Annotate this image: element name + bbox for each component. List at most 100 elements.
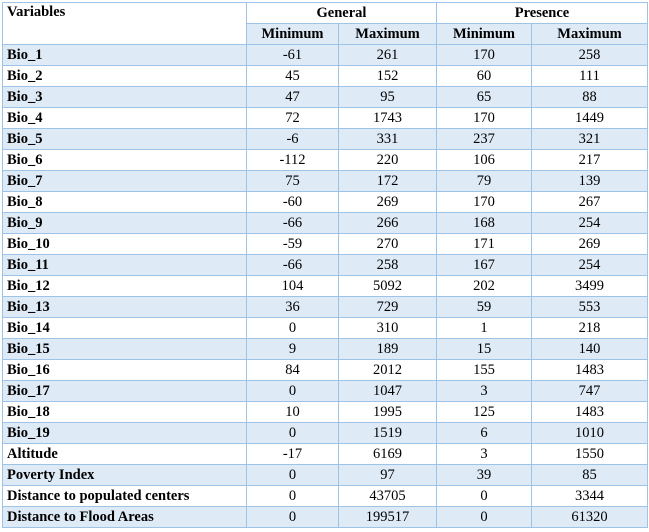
presence-maximum-cell: 1010 xyxy=(530,422,649,444)
general-maximum-cell: 2012 xyxy=(338,359,437,381)
presence-minimum-cell: 171 xyxy=(436,233,532,255)
presence-minimum-cell: 170 xyxy=(436,191,532,213)
row-label: Bio_16 xyxy=(2,359,247,381)
presence-maximum-cell: 1483 xyxy=(530,359,649,381)
presence-maximum-cell: 111 xyxy=(530,65,649,87)
presence-maximum-cell: 254 xyxy=(530,254,649,276)
row-label: Bio_2 xyxy=(2,65,247,87)
row-label: Bio_10 xyxy=(2,233,247,255)
general-minimum-cell: -66 xyxy=(246,212,339,234)
table-row: Bio_16 84 2012 155 1483 xyxy=(2,359,649,381)
presence-minimum-cell: 170 xyxy=(436,107,532,129)
general-maximum-cell: 199517 xyxy=(338,506,437,528)
presence-minimum-cell: 125 xyxy=(436,401,532,423)
general-minimum-cell: 104 xyxy=(246,275,339,297)
table-row: Altitude -17 6169 3 1550 xyxy=(2,443,649,465)
general-maximum-cell: 172 xyxy=(338,170,437,192)
table-row: Distance to populated centers 0 43705 0 3344 xyxy=(2,485,649,507)
presence-maximum-cell: 3344 xyxy=(530,485,649,507)
presence-maximum-cell: 218 xyxy=(530,317,649,339)
sub-header-general-maximum: Maximum xyxy=(338,23,437,45)
presence-maximum-cell: 747 xyxy=(530,380,649,402)
sub-header-presence-minimum: Minimum xyxy=(436,23,532,45)
presence-maximum-cell: 269 xyxy=(530,233,649,255)
general-minimum-cell: 9 xyxy=(246,338,339,360)
general-maximum-cell: 310 xyxy=(338,317,437,339)
presence-minimum-cell: 0 xyxy=(436,485,532,507)
row-label: Bio_1 xyxy=(2,44,247,66)
table-row: Bio_9 -66 266 168 254 xyxy=(2,212,649,234)
presence-minimum-cell: 39 xyxy=(436,464,532,486)
general-maximum-cell: 1995 xyxy=(338,401,437,423)
general-minimum-cell: 0 xyxy=(246,506,339,528)
table-row: Bio_17 0 1047 3 747 xyxy=(2,380,649,402)
general-minimum-cell: 0 xyxy=(246,485,339,507)
general-maximum-cell: 97 xyxy=(338,464,437,486)
group-header-presence: Presence xyxy=(435,2,649,24)
presence-minimum-cell: 60 xyxy=(436,65,532,87)
presence-minimum-cell: 168 xyxy=(436,212,532,234)
general-maximum-cell: 258 xyxy=(338,254,437,276)
row-label: Bio_5 xyxy=(2,128,247,150)
general-minimum-cell: 75 xyxy=(246,170,339,192)
table-row: Bio_5 -6 331 237 321 xyxy=(2,128,649,150)
general-minimum-cell: 45 xyxy=(246,65,339,87)
row-label: Bio_4 xyxy=(2,107,247,129)
table-row: Bio_8 -60 269 170 267 xyxy=(2,191,649,213)
row-label: Bio_17 xyxy=(2,380,247,402)
row-label: Bio_11 xyxy=(2,254,247,276)
presence-minimum-cell: 1 xyxy=(436,317,532,339)
row-label: Bio_13 xyxy=(2,296,247,318)
general-minimum-cell: -60 xyxy=(246,191,339,213)
row-label: Bio_8 xyxy=(2,191,247,213)
general-minimum-cell: -61 xyxy=(246,44,339,66)
presence-maximum-cell: 88 xyxy=(530,86,649,108)
general-maximum-cell: 269 xyxy=(338,191,437,213)
group-header-general: General xyxy=(246,2,437,24)
table-row: Bio_18 10 1995 125 1483 xyxy=(2,401,649,423)
general-maximum-cell: 5092 xyxy=(338,275,437,297)
general-maximum-cell: 95 xyxy=(338,86,437,108)
general-minimum-cell: 47 xyxy=(246,86,339,108)
table-row: Bio_13 36 729 59 553 xyxy=(2,296,649,318)
table-row: Bio_14 0 310 1 218 xyxy=(2,317,649,339)
presence-minimum-cell: 106 xyxy=(436,149,532,171)
presence-minimum-cell: 59 xyxy=(436,296,532,318)
row-label: Poverty Index xyxy=(2,464,247,486)
presence-maximum-cell: 217 xyxy=(530,149,649,171)
presence-maximum-cell: 61320 xyxy=(530,506,649,528)
general-minimum-cell: -6 xyxy=(246,128,339,150)
table-row: Bio_7 75 172 79 139 xyxy=(2,170,649,192)
presence-maximum-cell: 1550 xyxy=(530,443,649,465)
row-label: Bio_18 xyxy=(2,401,247,423)
row-label: Bio_12 xyxy=(2,275,247,297)
presence-maximum-cell: 321 xyxy=(530,128,649,150)
presence-minimum-cell: 3 xyxy=(436,380,532,402)
table-row: Bio_12 104 5092 202 3499 xyxy=(2,275,649,297)
row-label: Bio_3 xyxy=(2,86,247,108)
presence-minimum-cell: 6 xyxy=(436,422,532,444)
general-minimum-cell: 0 xyxy=(246,317,339,339)
table-row: Bio_6 -112 220 106 217 xyxy=(2,149,649,171)
row-label: Altitude xyxy=(2,443,247,465)
general-minimum-cell: 0 xyxy=(246,464,339,486)
presence-maximum-cell: 85 xyxy=(530,464,649,486)
table-body: Bio_1 -61 261 170 258 Bio_2 45 152 60 111 Bio_3 47 9… xyxy=(2,44,649,528)
general-maximum-cell: 1519 xyxy=(338,422,437,444)
presence-minimum-cell: 15 xyxy=(436,338,532,360)
variables-header: Variables xyxy=(2,2,247,45)
sub-header-general-minimum: Minimum xyxy=(246,23,339,45)
row-label: Bio_15 xyxy=(2,338,247,360)
presence-minimum-cell: 79 xyxy=(436,170,532,192)
group-header-row: Variables General Presence xyxy=(2,2,649,45)
general-minimum-cell: 72 xyxy=(246,107,339,129)
row-label: Bio_7 xyxy=(2,170,247,192)
table-row: Bio_4 72 1743 170 1449 xyxy=(2,107,649,129)
general-maximum-cell: 266 xyxy=(338,212,437,234)
table-row: Bio_15 9 189 15 140 xyxy=(2,338,649,360)
presence-minimum-cell: 167 xyxy=(436,254,532,276)
general-minimum-cell: -17 xyxy=(246,443,339,465)
presence-maximum-cell: 140 xyxy=(530,338,649,360)
row-label: Bio_19 xyxy=(2,422,247,444)
